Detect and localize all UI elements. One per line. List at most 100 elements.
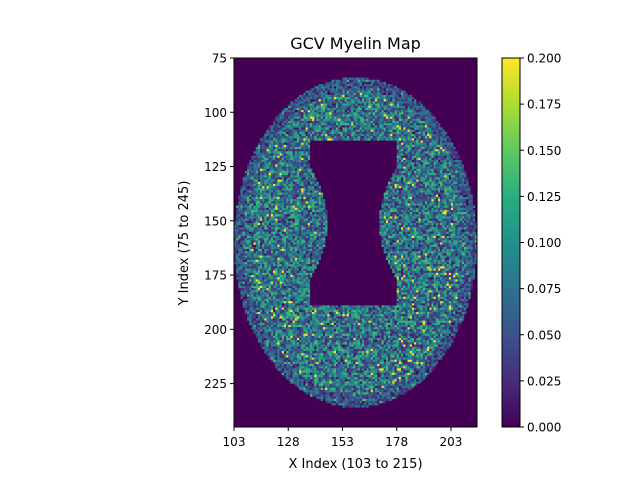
heatmap-cell bbox=[418, 196, 421, 200]
heatmap-cell bbox=[251, 227, 254, 230]
heatmap-cell bbox=[340, 101, 343, 104]
heatmap-cell bbox=[299, 146, 302, 150]
heatmap-cell bbox=[455, 220, 458, 224]
heatmap-cell bbox=[346, 116, 350, 119]
heatmap-cell bbox=[242, 181, 245, 185]
heatmap-cell bbox=[403, 127, 406, 130]
heatmap-cell bbox=[320, 105, 324, 109]
heatmap-cell bbox=[394, 125, 397, 128]
heatmap-cell bbox=[403, 164, 406, 167]
heatmap-cell bbox=[279, 164, 282, 167]
heatmap-cell bbox=[344, 92, 347, 96]
heatmap-cell bbox=[468, 227, 471, 230]
heatmap-cell bbox=[401, 94, 404, 98]
heatmap-cell bbox=[253, 227, 256, 230]
heatmap-cell bbox=[318, 101, 321, 104]
heatmap-cell bbox=[294, 101, 298, 104]
heatmap-cell bbox=[273, 179, 276, 182]
heatmap-cell bbox=[466, 186, 469, 189]
heatmap-cell bbox=[392, 125, 395, 128]
heatmap-cell bbox=[325, 233, 328, 237]
heatmap-cell bbox=[379, 116, 382, 119]
heatmap-cell bbox=[424, 233, 428, 237]
heatmap-cell bbox=[388, 205, 391, 208]
heatmap-cell bbox=[435, 127, 439, 130]
heatmap-cell bbox=[318, 201, 321, 204]
heatmap-cell bbox=[457, 201, 460, 204]
heatmap-cell bbox=[411, 114, 415, 117]
heatmap-cell bbox=[398, 116, 402, 119]
heatmap-cell bbox=[424, 231, 428, 234]
heatmap-cell bbox=[366, 103, 369, 106]
heatmap-cell bbox=[251, 183, 254, 187]
heatmap-cell bbox=[366, 110, 369, 113]
heatmap-cell bbox=[320, 84, 324, 87]
heatmap-cell bbox=[474, 235, 478, 239]
heatmap-cell bbox=[459, 160, 462, 163]
heatmap-cell bbox=[273, 188, 276, 191]
heatmap-cell bbox=[290, 186, 293, 189]
heatmap-cell bbox=[316, 186, 319, 189]
heatmap-cell bbox=[377, 116, 380, 119]
heatmap-cell bbox=[388, 90, 391, 93]
heatmap-cell bbox=[388, 107, 391, 111]
heatmap-cell bbox=[270, 160, 274, 163]
heatmap-cell bbox=[401, 149, 404, 152]
heatmap-cell bbox=[279, 153, 282, 156]
heatmap-cell bbox=[299, 173, 302, 176]
heatmap-cell bbox=[314, 129, 317, 132]
heatmap-cell bbox=[457, 157, 460, 161]
heatmap-cell bbox=[418, 153, 421, 156]
heatmap-cell bbox=[396, 227, 400, 230]
heatmap-cell bbox=[390, 188, 393, 191]
heatmap-cell bbox=[305, 205, 308, 208]
heatmap-cell bbox=[305, 136, 308, 139]
heatmap-cell bbox=[348, 133, 352, 137]
heatmap-cell bbox=[260, 235, 263, 239]
heatmap-cell bbox=[296, 101, 300, 104]
heatmap-cell bbox=[440, 173, 443, 176]
heatmap-cell bbox=[459, 231, 462, 234]
heatmap-cell bbox=[435, 140, 439, 143]
heatmap-cell bbox=[305, 97, 308, 100]
heatmap-cell bbox=[457, 209, 460, 213]
heatmap-cell bbox=[296, 110, 300, 113]
heatmap-cell bbox=[364, 131, 367, 135]
heatmap-cell bbox=[433, 233, 436, 237]
heatmap-cell bbox=[320, 97, 324, 100]
heatmap-cell bbox=[427, 194, 430, 198]
heatmap-cell bbox=[294, 118, 298, 122]
heatmap-cell bbox=[383, 94, 387, 98]
heatmap-cell bbox=[435, 125, 439, 128]
heatmap-cell bbox=[266, 162, 269, 165]
heatmap-cell bbox=[396, 203, 400, 206]
heatmap-cell bbox=[294, 114, 298, 117]
heatmap-cell bbox=[414, 151, 417, 154]
heatmap-cell bbox=[279, 175, 282, 178]
heatmap-cell bbox=[448, 146, 452, 150]
heatmap-cell bbox=[396, 94, 400, 98]
heatmap-cell bbox=[407, 170, 410, 174]
heatmap-cell bbox=[468, 196, 471, 200]
heatmap-cell bbox=[379, 229, 382, 232]
heatmap-cell bbox=[244, 203, 248, 206]
heatmap-cell bbox=[338, 125, 341, 128]
heatmap-cell bbox=[244, 222, 248, 226]
heatmap-cell bbox=[320, 131, 324, 135]
heatmap-cell bbox=[446, 207, 449, 211]
heatmap-cell bbox=[427, 160, 430, 163]
heatmap-cell bbox=[431, 209, 434, 213]
heatmap-cell bbox=[403, 110, 406, 113]
heatmap-cell bbox=[437, 164, 441, 167]
heatmap-cell bbox=[279, 140, 282, 143]
heatmap-cell bbox=[429, 216, 432, 219]
heatmap-cell bbox=[348, 103, 352, 106]
heatmap-cell bbox=[457, 218, 460, 221]
heatmap-cell bbox=[292, 120, 295, 124]
heatmap-cell bbox=[314, 233, 317, 237]
heatmap-cell bbox=[444, 218, 447, 221]
heatmap-cell bbox=[260, 140, 263, 143]
heatmap-cell bbox=[379, 133, 382, 137]
heatmap-cell bbox=[409, 192, 413, 195]
heatmap-cell bbox=[463, 214, 467, 217]
